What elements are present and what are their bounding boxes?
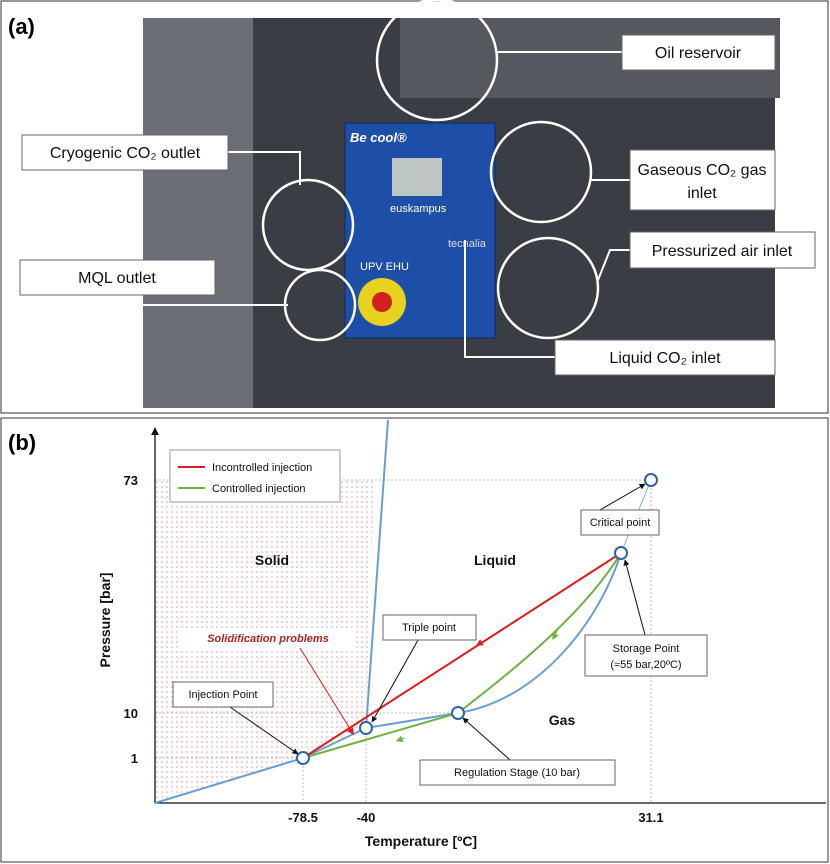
annotation: Injection Point bbox=[188, 689, 257, 701]
y-tick-label: 10 bbox=[124, 706, 138, 721]
region-label: Liquid bbox=[474, 552, 516, 568]
annotation: Critical point bbox=[590, 517, 651, 529]
photo-text: UPV EHU bbox=[360, 261, 409, 273]
legend-entry: Controlled injection bbox=[212, 483, 306, 495]
photo-cabinet bbox=[143, 18, 253, 408]
callout: MQL outlet bbox=[78, 270, 156, 287]
annotation: Solidification problems bbox=[207, 633, 329, 645]
region-label: Gas bbox=[549, 712, 576, 728]
panel-label: (b) bbox=[8, 430, 36, 455]
figure: Be cool® euskampus UPV EHU tecnalia (a) … bbox=[0, 0, 830, 864]
annotation: Triple point bbox=[402, 622, 456, 634]
y-tick-label: 1 bbox=[131, 751, 138, 766]
emergency-stop bbox=[372, 292, 392, 312]
y-tick-label: 73 bbox=[124, 473, 138, 488]
display bbox=[392, 158, 442, 196]
annotation: Storage Point bbox=[613, 643, 680, 655]
callout: Oil reservoir bbox=[655, 45, 742, 62]
x-axis-label: Temperature [ºC] bbox=[365, 833, 477, 849]
x-tick-label: 31.1 bbox=[638, 810, 663, 825]
callout: Gaseous CO₂ gas bbox=[638, 162, 767, 179]
annotation: Regulation Stage (10 bar) bbox=[454, 767, 580, 779]
callout: Cryogenic CO₂ outlet bbox=[50, 145, 201, 162]
legend-entry: Incontrolled injection bbox=[212, 462, 312, 474]
photo-text: Be cool® bbox=[350, 130, 407, 145]
y-axis-label: Pressure [bar] bbox=[97, 573, 113, 668]
x-tick-label: -40 bbox=[357, 810, 376, 825]
callout: inlet bbox=[687, 185, 717, 202]
x-tick-label: -78.5 bbox=[288, 810, 318, 825]
photo-text: tecnalia bbox=[448, 238, 487, 250]
annotation: (≈55 bar,20ºC) bbox=[610, 659, 681, 671]
callout: Pressurized air inlet bbox=[652, 243, 793, 260]
photo-text: euskampus bbox=[390, 203, 447, 215]
region-label: Solid bbox=[255, 552, 289, 568]
callout: Liquid CO₂ inlet bbox=[609, 350, 721, 367]
panel-label: (a) bbox=[8, 14, 35, 39]
